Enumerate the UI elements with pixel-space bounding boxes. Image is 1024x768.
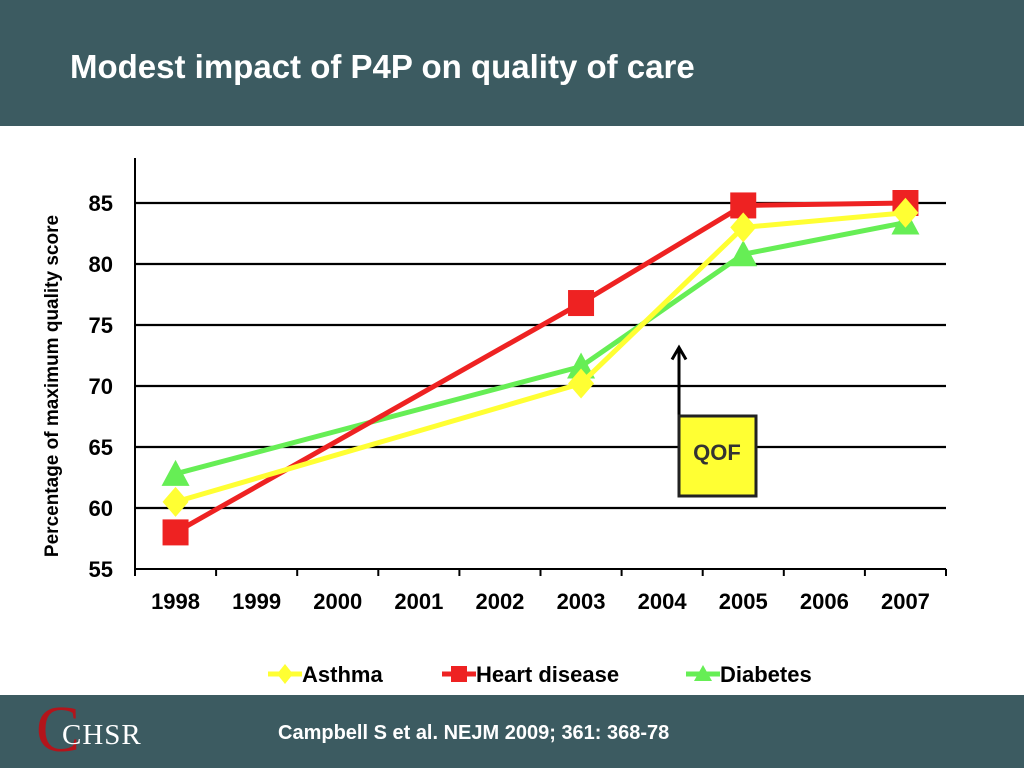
y-tick-label: 80: [89, 252, 113, 277]
citation: Campbell S et al. NEJM 2009; 361: 368-78: [278, 722, 670, 744]
series-diabetes: [161, 208, 920, 486]
chart-legend: Asthma Heart disease Diabetes: [216, 650, 864, 695]
y-tick-label: 70: [89, 374, 113, 399]
data-point-diamond: [568, 368, 595, 399]
qof-label: QOF: [693, 440, 741, 465]
line-chart: 55 60 65 70 75 80 85 1998 1999 2000 2001 2002 2003 20…: [42, 158, 947, 614]
slide-header: [0, 0, 1024, 126]
chart-grid: [135, 201, 946, 510]
y-tick-label: 55: [89, 557, 113, 582]
data-point-diamond: [277, 664, 293, 684]
data-point-triangle: [729, 240, 758, 267]
data-point-diamond: [730, 212, 757, 243]
y-axis-label: Percentage of maximum quality score: [42, 215, 63, 557]
legend-item-diabetes: Diabetes: [686, 662, 812, 687]
data-point-triangle: [567, 352, 596, 379]
y-tick-label: 75: [89, 313, 113, 338]
slide-title: Modest impact of P4P on quality of care: [70, 48, 695, 85]
x-tick-label: 2001: [394, 589, 443, 614]
data-point-triangle: [161, 459, 190, 486]
legend-label: Asthma: [302, 662, 383, 687]
y-tick-label: 65: [89, 435, 113, 460]
logo-letter: C: [36, 693, 81, 766]
qof-box: [677, 414, 758, 498]
x-tick-label: 2007: [881, 589, 930, 614]
x-tick-label: 2005: [719, 589, 768, 614]
x-tick-label: 1998: [151, 589, 200, 614]
data-point-diamond: [162, 486, 189, 517]
data-point-diamond: [892, 197, 919, 228]
legend-item-asthma: Asthma: [268, 662, 383, 687]
x-tick-label: 2004: [638, 589, 688, 614]
y-tick-label: 60: [89, 496, 113, 521]
chart-annotations: QOF: [670, 344, 758, 498]
series-line: [174, 220, 906, 477]
series-line: [174, 210, 906, 505]
chsr-logo: C CHSR: [36, 697, 156, 765]
y-tick-label: 85: [89, 191, 113, 216]
x-tick-label: 2003: [557, 589, 606, 614]
data-point-square: [162, 519, 189, 546]
legend-label: Heart disease: [476, 662, 619, 687]
logo-text: CHSR: [62, 719, 142, 751]
x-tick-label: 2002: [475, 589, 524, 614]
legend-label: Diabetes: [720, 662, 812, 687]
chart-axes: 55 60 65 70 75 80 85 1998 1999 2000 2001 2002 2003 20…: [89, 158, 947, 614]
x-tick-label: 2006: [800, 589, 849, 614]
series-line: [174, 200, 906, 535]
data-point-square: [568, 290, 595, 317]
series-asthma: [162, 197, 919, 517]
x-tick-label: 1999: [232, 589, 281, 614]
data-point-square: [451, 666, 467, 682]
x-tick-label: 2000: [313, 589, 362, 614]
chart-series: [161, 190, 920, 546]
data-point-triangle: [694, 665, 712, 681]
legend-item-heart-disease: Heart disease: [442, 662, 619, 687]
qof-arrow-head: [670, 344, 688, 361]
slide-footer: [0, 695, 1024, 768]
